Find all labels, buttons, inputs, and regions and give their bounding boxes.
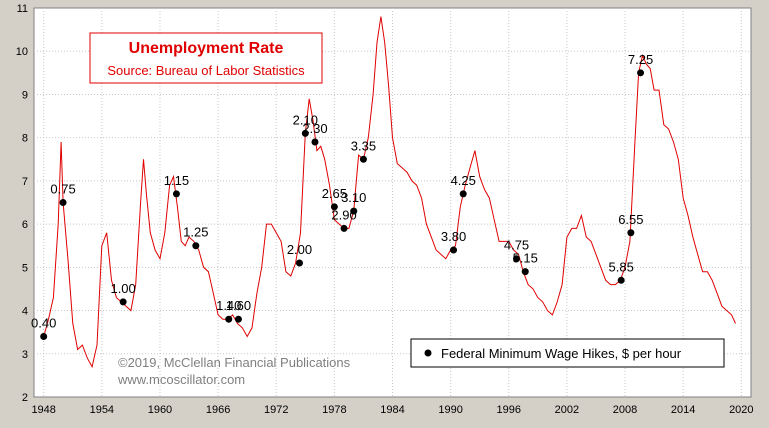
wage-hike-label: 2.30: [302, 121, 327, 136]
wage-hike-point: [513, 255, 521, 263]
x-tick-label: 1954: [90, 404, 114, 416]
wage-hike-point: [350, 207, 358, 215]
legend: Federal Minimum Wage Hikes, $ per hour: [410, 338, 725, 368]
x-tick-label: 2008: [613, 404, 637, 416]
wage-hike-point: [225, 315, 233, 323]
y-tick-label: 10: [16, 46, 28, 58]
x-tick-label: 2014: [671, 404, 695, 416]
wage-hike-point: [521, 268, 529, 276]
wage-hike-point: [301, 129, 309, 137]
x-tick-label: 1972: [264, 404, 288, 416]
wage-hike-point: [234, 315, 242, 323]
y-tick-label: 2: [22, 392, 28, 404]
x-axis-ticks: 1948 1954 1960 1966 1972 1978 1984 1990 1996 2002…: [31, 404, 753, 416]
wage-hike-label: 3.35: [351, 138, 376, 153]
y-tick-label: 6: [22, 219, 28, 231]
wage-hike-label: 2.65: [322, 186, 347, 201]
y-axis-ticks: 2 3 4 5 6 7 8 9 10 11: [16, 3, 28, 404]
y-tick-label: 5: [22, 262, 28, 274]
wage-hike-label: 3.10: [341, 190, 366, 205]
wage-hike-label: 1.40: [216, 298, 241, 313]
x-tick-label: 1966: [206, 404, 230, 416]
x-tick-label: 1948: [31, 404, 55, 416]
wage-hike-label: 4.75: [504, 238, 529, 253]
y-tick-label: 3: [22, 349, 28, 361]
wage-hike-label: 6.55: [618, 212, 643, 227]
wage-hike-label: 5.15: [513, 251, 538, 266]
wage-hike-point: [40, 332, 48, 340]
wage-hike-label: 2.00: [287, 242, 312, 257]
wage-hike-label: 0.75: [50, 182, 75, 197]
x-tick-label: 1960: [148, 404, 172, 416]
wage-hike-point: [617, 276, 625, 284]
wage-hike-point: [59, 199, 67, 206]
wage-hike-point: [637, 69, 645, 77]
wage-hike-label: 1.00: [110, 281, 135, 296]
x-tick-label: 2020: [729, 404, 753, 416]
copyright-text: ©2019, McClellan Financial Publications: [118, 355, 351, 370]
wage-hike-point: [192, 242, 200, 250]
wage-hike-point: [295, 259, 303, 267]
wage-hike-point: [627, 229, 635, 237]
x-tick-label: 2002: [555, 404, 579, 416]
x-tick-label: 1978: [322, 404, 346, 416]
website-text: www.mcoscillator.com: [117, 372, 245, 387]
x-tick-label: 1990: [438, 404, 462, 416]
wage-hike-point: [459, 190, 467, 198]
y-tick-label: 4: [22, 306, 28, 318]
wage-hike-label: 1.15: [164, 173, 189, 188]
wage-hike-point: [450, 246, 458, 254]
wage-hike-point: [330, 203, 338, 211]
wage-hike-label: 3.80: [441, 229, 466, 244]
wage-hike-label: 4.25: [451, 173, 476, 188]
wage-hike-label: 1.60: [226, 298, 251, 313]
legend-dot-icon: [424, 349, 432, 357]
wage-hike-points: 0.75 1.00 1.15 1.25 1.401.60 2.00 2.102.30 2.65…: [31, 52, 653, 340]
title-box-frame: [89, 32, 323, 84]
legend-frame: [410, 338, 725, 368]
title-box: Unemployment Rate Source: Bureau of Labo…: [89, 32, 323, 84]
y-tick-label: 8: [22, 133, 28, 145]
wage-hike-point: [359, 155, 367, 163]
wage-hike-point: [119, 298, 127, 306]
wage-hike-label: 5.85: [609, 259, 634, 274]
wage-hike-point: [340, 224, 348, 232]
y-tick-label: 7: [22, 176, 28, 188]
chart-title: Unemployment Rate: [129, 40, 284, 57]
y-tick-label: 9: [22, 89, 28, 101]
wage-hike-label: 1.25: [183, 225, 208, 240]
y-tick-label: 11: [17, 3, 28, 15]
x-tick-label: 1984: [380, 404, 404, 416]
wage-hike-label: 2.10: [293, 112, 318, 127]
chart-source: Source: Bureau of Labor Statistics: [107, 63, 305, 78]
wage-hike-point: [311, 138, 319, 146]
wage-hike-label: 0.40: [31, 315, 56, 330]
wage-hike-label: 7.25: [628, 52, 653, 67]
legend-label: Federal Minimum Wage Hikes, $ per hour: [441, 346, 682, 361]
wage-hike-point: [172, 190, 180, 198]
x-tick-label: 1996: [497, 404, 521, 416]
